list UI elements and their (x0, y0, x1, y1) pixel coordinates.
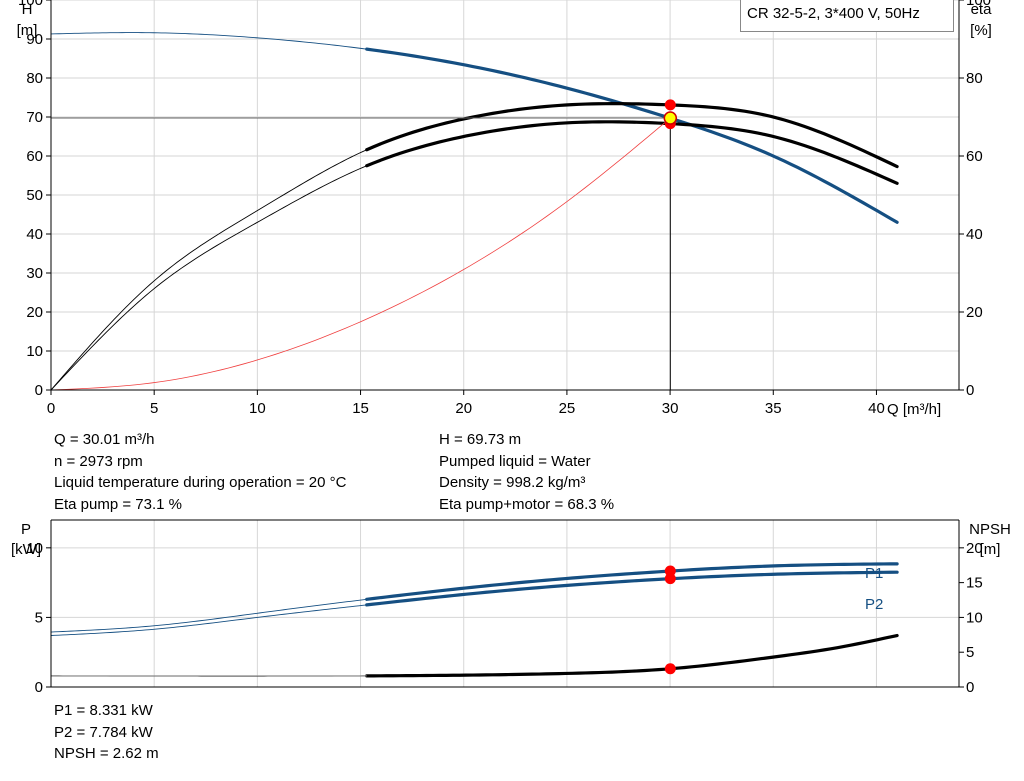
top-ylabel-right: eta (971, 1, 993, 18)
top-xtick-label-25: 25 (559, 400, 576, 417)
bottom-ylabel-left: P (21, 521, 31, 538)
top-duty-point (663, 111, 678, 125)
flow-value: Q = 30.01 m³/h (54, 431, 155, 448)
head-value: H = 69.73 m (439, 431, 522, 448)
bottom-point-1 (664, 573, 676, 585)
p2-value: P2 = 7.784 kW (54, 723, 153, 741)
top-axes: 0 10 20 30 40 50 60 70 80 90 100 0 20 40 60 80 100 0 5 10 15… (18, 0, 991, 417)
density-value: Density = 998.2 kg/m³ (439, 474, 586, 491)
bottom-series-0-thick (365, 562, 899, 601)
top-ytick-label-left-0: 0 (35, 382, 43, 399)
bottom-axes: 0 5 10 0 5 10 15 20 (26, 519, 983, 696)
top-ytick-label-left-20: 20 (26, 304, 43, 321)
speed-value: n = 2973 rpm (54, 452, 143, 470)
top-ylabel-right-unit: [%] (970, 22, 992, 39)
bottom-ylabel-left-unit: [kW] (11, 541, 41, 558)
top-xtick-label-0: 0 (47, 400, 55, 417)
top-ytick-label-left-80: 80 (26, 70, 43, 87)
info-left-top: Q = 30.01 m³/h n = 2973 rpm Liquid tempe… (54, 429, 346, 515)
top-ytick-label-left-90: 90 (26, 31, 43, 48)
p1-value: P1 = 8.331 kW (54, 702, 153, 719)
eta-pump-motor-value: Eta pump+motor = 68.3 % (439, 495, 615, 513)
info-bottom: P1 = 8.331 kW P2 = 7.784 kW NPSH = 2.62 … (54, 700, 159, 765)
top-ytick-label-left-30: 30 (26, 265, 43, 282)
pump-legend-box: CR 32-5-2, 3*400 V, 50Hz (740, 0, 954, 32)
top-ytick-label-right-40: 40 (966, 226, 983, 243)
top-ytick-label-left-40: 40 (26, 226, 43, 243)
bottom-series-1-thick (365, 570, 899, 607)
top-ytick-label-right-60: 60 (966, 148, 983, 165)
top-series-2-thin (50, 165, 367, 391)
top-ylabel-left: H (22, 1, 33, 18)
bottom-ytick-label-right-10: 10 (966, 609, 983, 626)
bottom-ylabel-right-unit: [m] (980, 541, 1001, 558)
top-xtick-label-5: 5 (150, 400, 158, 417)
top-ytick-label-left-100: 100 (18, 0, 43, 9)
p1-curve-label: P1 (865, 565, 883, 582)
bottom-ytick-label-right-0: 0 (966, 679, 974, 696)
top-xtick-label-15: 15 (352, 400, 369, 417)
top-xtick-label-30: 30 (662, 400, 679, 417)
bottom-point-2 (664, 663, 676, 675)
top-xlabel: Q [m³/h] (887, 401, 941, 418)
bottom-ylabel-right: NPSH (969, 521, 1011, 538)
bottom-series-0-thin (50, 598, 367, 633)
top-ytick-label-left-60: 60 (26, 148, 43, 165)
top-ytick-label-right-20: 20 (966, 304, 983, 321)
top-grid (51, 0, 959, 390)
npsh-value: NPSH = 2.62 m (54, 745, 159, 762)
bottom-ytick-label-right-20: 20 (966, 540, 983, 557)
top-point-0 (664, 99, 676, 111)
top-ytick-label-right-80: 80 (966, 70, 983, 87)
bottom-series-1-thin (50, 604, 367, 636)
top-xtick-label-35: 35 (765, 400, 782, 417)
p2-curve-label: P2 (865, 596, 883, 613)
top-ytick-label-left-50: 50 (26, 187, 43, 204)
bottom-ytick-label-left-0: 0 (35, 679, 43, 696)
info-right-top: H = 69.73 m Pumped liquid = Water Densit… (439, 429, 614, 515)
top-curves (50, 32, 899, 391)
top-ytick-label-right-100: 100 (966, 0, 991, 9)
bottom-grid (51, 520, 959, 687)
bottom-series-2-thick (365, 633, 899, 678)
top-series-0-thick (365, 47, 899, 224)
bottom-ytick-label-right-5: 5 (966, 644, 974, 661)
temperature-value: Liquid temperature during operation = 20… (54, 474, 347, 491)
top-ylabel-left-unit: [m] (17, 22, 38, 39)
top-series-2-thick (365, 120, 899, 185)
top-series-0-thin (50, 32, 367, 50)
top-xtick-label-20: 20 (455, 400, 472, 417)
bottom-point-0 (664, 565, 676, 577)
pumped-liquid-value: Pumped liquid = Water (439, 452, 591, 470)
top-series-1-thick (365, 102, 899, 169)
top-series-1-thin (50, 149, 367, 391)
top-ytick-label-left-10: 10 (26, 343, 43, 360)
top-ytick-label-right-0: 0 (966, 382, 974, 399)
top-xtick-label-10: 10 (249, 400, 266, 417)
bottom-curves (50, 562, 899, 678)
top-ytick-label-left-70: 70 (26, 109, 43, 126)
top-xtick-label-40: 40 (868, 400, 885, 417)
eta-pump-value: Eta pump = 73.1 % (54, 495, 182, 513)
pump-legend-text: CR 32-5-2, 3*400 V, 50Hz (747, 5, 920, 22)
bottom-ytick-label-left-5: 5 (35, 609, 43, 626)
bottom-ytick-label-left-10: 10 (26, 540, 43, 557)
bottom-ytick-label-right-15: 15 (966, 575, 983, 592)
top-system-curve (50, 117, 671, 391)
